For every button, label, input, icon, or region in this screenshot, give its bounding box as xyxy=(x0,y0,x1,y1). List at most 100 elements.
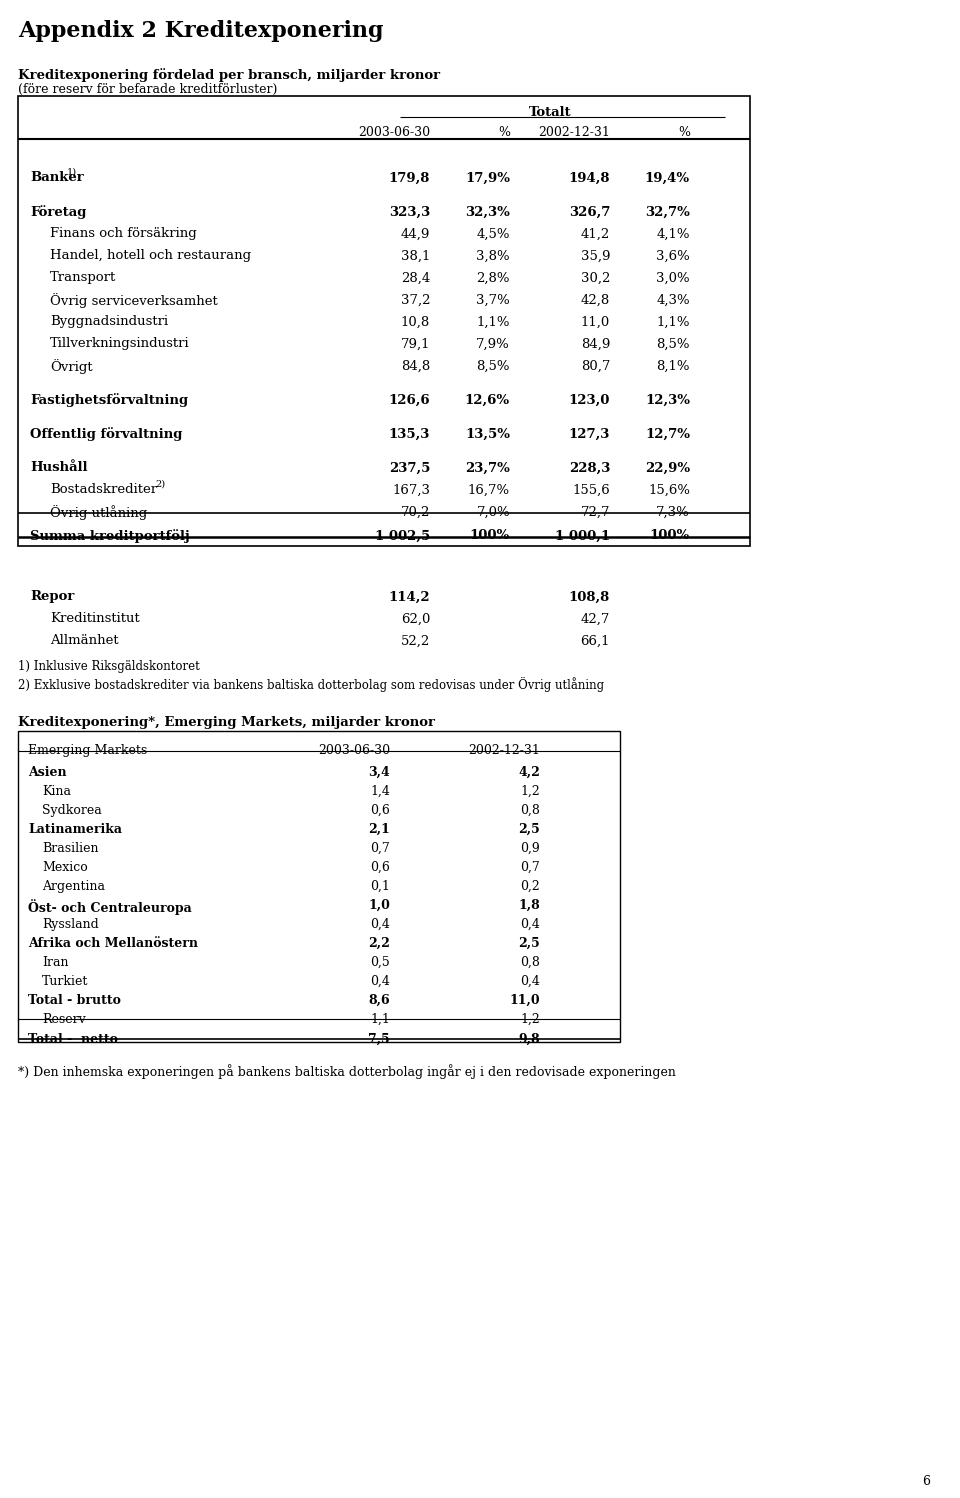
Text: Afrika och Mellanöstern: Afrika och Mellanöstern xyxy=(28,936,198,950)
Text: Kreditexponering fördelad per bransch, miljarder kronor: Kreditexponering fördelad per bransch, m… xyxy=(18,67,440,82)
Text: 4,3%: 4,3% xyxy=(657,294,690,306)
Text: (före reserv för befarade kreditförluster): (före reserv för befarade kreditförluste… xyxy=(18,82,277,96)
Text: Summa kreditportfölj: Summa kreditportfölj xyxy=(30,529,190,544)
Text: 2002-12-31: 2002-12-31 xyxy=(539,126,610,139)
Text: 1,2: 1,2 xyxy=(520,785,540,798)
Text: 22,9%: 22,9% xyxy=(645,461,690,475)
Text: 3,8%: 3,8% xyxy=(476,249,510,262)
Text: Hushåll: Hushåll xyxy=(30,461,87,475)
Text: Total -  netto: Total - netto xyxy=(28,1034,118,1046)
Text: 3,6%: 3,6% xyxy=(657,249,690,262)
Text: 80,7: 80,7 xyxy=(581,360,610,373)
Text: 12,3%: 12,3% xyxy=(645,394,690,406)
Text: 114,2: 114,2 xyxy=(389,590,430,604)
Text: 3,4: 3,4 xyxy=(369,765,390,779)
Text: 44,9: 44,9 xyxy=(400,228,430,240)
Text: Turkiet: Turkiet xyxy=(42,975,88,987)
Text: 16,7%: 16,7% xyxy=(468,484,510,496)
Bar xyxy=(18,731,620,1043)
Text: 1,1%: 1,1% xyxy=(476,315,510,328)
Text: 32,7%: 32,7% xyxy=(645,205,690,219)
Text: 66,1: 66,1 xyxy=(581,634,610,647)
Text: 126,6: 126,6 xyxy=(389,394,430,406)
Text: 84,9: 84,9 xyxy=(581,337,610,351)
Text: 52,2: 52,2 xyxy=(400,634,430,647)
Text: 1,1: 1,1 xyxy=(371,1013,390,1026)
Text: Fastighetsförvaltning: Fastighetsförvaltning xyxy=(30,394,188,407)
Text: 11,0: 11,0 xyxy=(510,993,540,1007)
Text: 1,4: 1,4 xyxy=(371,785,390,798)
Text: 19,4%: 19,4% xyxy=(645,171,690,184)
Text: 8,5%: 8,5% xyxy=(476,360,510,373)
Text: Kreditinstitut: Kreditinstitut xyxy=(50,613,140,625)
Text: 2,1: 2,1 xyxy=(368,822,390,836)
Text: 0,7: 0,7 xyxy=(520,861,540,873)
Text: *) Den inhemska exponeringen på bankens baltiska dotterbolag ingår ej i den redo: *) Den inhemska exponeringen på bankens … xyxy=(18,1064,676,1079)
Text: 4,1%: 4,1% xyxy=(657,228,690,240)
Text: 8,1%: 8,1% xyxy=(657,360,690,373)
Text: 62,0: 62,0 xyxy=(400,613,430,625)
Text: 2,8%: 2,8% xyxy=(476,271,510,285)
Text: Asien: Asien xyxy=(28,765,66,779)
Text: 100%: 100% xyxy=(650,529,690,542)
Bar xyxy=(18,96,750,545)
Text: Kreditexponering*, Emerging Markets, miljarder kronor: Kreditexponering*, Emerging Markets, mil… xyxy=(18,716,435,730)
Text: Mexico: Mexico xyxy=(42,861,87,873)
Text: 42,8: 42,8 xyxy=(581,294,610,306)
Text: 17,9%: 17,9% xyxy=(465,171,510,184)
Text: 2003-06-30: 2003-06-30 xyxy=(358,126,430,139)
Text: 84,8: 84,8 xyxy=(400,360,430,373)
Text: 179,8: 179,8 xyxy=(389,171,430,184)
Text: Argentina: Argentina xyxy=(42,879,105,893)
Text: 1 002,5: 1 002,5 xyxy=(374,529,430,542)
Text: 10,8: 10,8 xyxy=(400,315,430,328)
Text: Emerging Markets: Emerging Markets xyxy=(28,745,147,756)
Text: 28,4: 28,4 xyxy=(400,271,430,285)
Text: 135,3: 135,3 xyxy=(389,427,430,440)
Text: 0,4: 0,4 xyxy=(520,975,540,987)
Text: Övrig serviceverksamhet: Övrig serviceverksamhet xyxy=(50,294,218,309)
Text: 1 000,1: 1 000,1 xyxy=(555,529,610,542)
Text: Tillverkningsindustri: Tillverkningsindustri xyxy=(50,337,190,351)
Text: Appendix 2 Kreditexponering: Appendix 2 Kreditexponering xyxy=(18,19,383,42)
Text: 0,6: 0,6 xyxy=(371,861,390,873)
Text: 3,0%: 3,0% xyxy=(657,271,690,285)
Text: 38,1: 38,1 xyxy=(400,249,430,262)
Text: 23,7%: 23,7% xyxy=(466,461,510,475)
Text: Iran: Iran xyxy=(42,956,68,969)
Text: Reserv: Reserv xyxy=(42,1013,85,1026)
Text: 1,0: 1,0 xyxy=(368,899,390,912)
Text: 42,7: 42,7 xyxy=(581,613,610,625)
Text: 3,7%: 3,7% xyxy=(476,294,510,306)
Text: 2,5: 2,5 xyxy=(518,936,540,950)
Text: 7,3%: 7,3% xyxy=(657,505,690,518)
Text: Övrig utlåning: Övrig utlåning xyxy=(50,505,147,520)
Text: 15,6%: 15,6% xyxy=(648,484,690,496)
Text: 0,1: 0,1 xyxy=(371,879,390,893)
Text: 1) Inklusive Riksgäldskontoret: 1) Inklusive Riksgäldskontoret xyxy=(18,661,200,673)
Text: 108,8: 108,8 xyxy=(568,590,610,604)
Text: 100%: 100% xyxy=(469,529,510,542)
Text: 0,8: 0,8 xyxy=(520,956,540,969)
Text: 4,5%: 4,5% xyxy=(476,228,510,240)
Text: Sydkorea: Sydkorea xyxy=(42,804,102,816)
Text: Transport: Transport xyxy=(50,271,116,285)
Text: 37,2: 37,2 xyxy=(400,294,430,306)
Text: 228,3: 228,3 xyxy=(568,461,610,475)
Text: 155,6: 155,6 xyxy=(572,484,610,496)
Text: %: % xyxy=(678,126,690,139)
Text: 0,9: 0,9 xyxy=(520,842,540,855)
Text: 12,7%: 12,7% xyxy=(645,427,690,440)
Text: 79,1: 79,1 xyxy=(400,337,430,351)
Text: Repor: Repor xyxy=(30,590,74,604)
Text: 11,0: 11,0 xyxy=(581,315,610,328)
Text: Total - brutto: Total - brutto xyxy=(28,993,121,1007)
Text: 1,1%: 1,1% xyxy=(657,315,690,328)
Text: %: % xyxy=(498,126,510,139)
Text: 326,7: 326,7 xyxy=(568,205,610,219)
Text: Ryssland: Ryssland xyxy=(42,918,99,930)
Text: 7,9%: 7,9% xyxy=(476,337,510,351)
Text: Kina: Kina xyxy=(42,785,71,798)
Text: Finans och försäkring: Finans och försäkring xyxy=(50,228,197,240)
Text: Allmänhet: Allmänhet xyxy=(50,634,119,647)
